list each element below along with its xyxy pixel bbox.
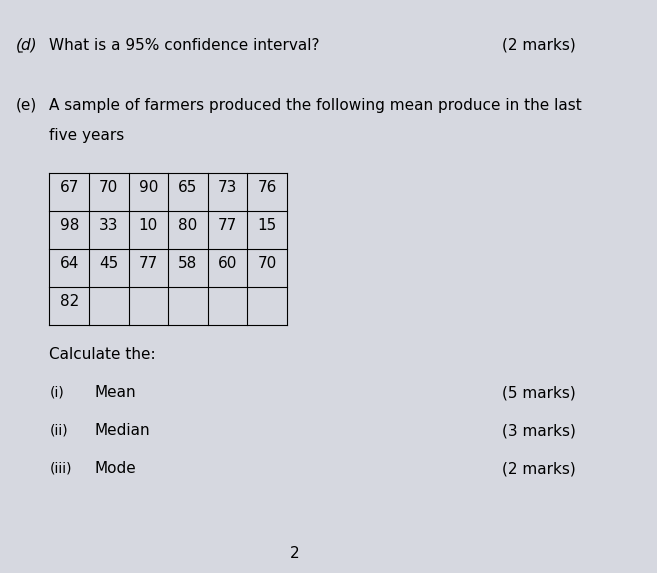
Text: 70: 70: [99, 180, 118, 195]
Text: (3 marks): (3 marks): [502, 423, 576, 438]
Text: Calculate the:: Calculate the:: [49, 347, 156, 362]
Text: Mode: Mode: [95, 461, 136, 476]
Text: 80: 80: [178, 218, 198, 234]
Text: (5 marks): (5 marks): [502, 385, 576, 400]
Text: 15: 15: [258, 218, 277, 234]
Text: (iii): (iii): [49, 461, 72, 475]
Text: 45: 45: [99, 257, 118, 272]
Text: 73: 73: [218, 180, 237, 195]
Text: 70: 70: [258, 257, 277, 272]
Text: Median: Median: [95, 423, 150, 438]
Text: (e): (e): [16, 98, 37, 113]
Text: 90: 90: [139, 180, 158, 195]
Text: 77: 77: [218, 218, 237, 234]
Text: What is a 95% confidence interval?: What is a 95% confidence interval?: [49, 38, 320, 53]
Text: 77: 77: [139, 257, 158, 272]
Text: 98: 98: [60, 218, 79, 234]
Text: 33: 33: [99, 218, 118, 234]
Text: (2 marks): (2 marks): [502, 38, 576, 53]
Text: 76: 76: [258, 180, 277, 195]
Text: 67: 67: [60, 180, 79, 195]
Text: five years: five years: [49, 128, 125, 143]
Text: (2 marks): (2 marks): [502, 461, 576, 476]
Text: (ii): (ii): [49, 423, 68, 437]
Text: 82: 82: [60, 295, 79, 309]
Text: 2: 2: [290, 546, 300, 561]
Text: 58: 58: [178, 257, 198, 272]
Text: 64: 64: [60, 257, 79, 272]
Text: A sample of farmers produced the following mean produce in the last: A sample of farmers produced the followi…: [49, 98, 582, 113]
Text: 60: 60: [218, 257, 237, 272]
Text: 10: 10: [139, 218, 158, 234]
Text: 65: 65: [178, 180, 198, 195]
Text: (i): (i): [49, 385, 64, 399]
Text: (d): (d): [16, 38, 38, 53]
Text: Mean: Mean: [95, 385, 136, 400]
